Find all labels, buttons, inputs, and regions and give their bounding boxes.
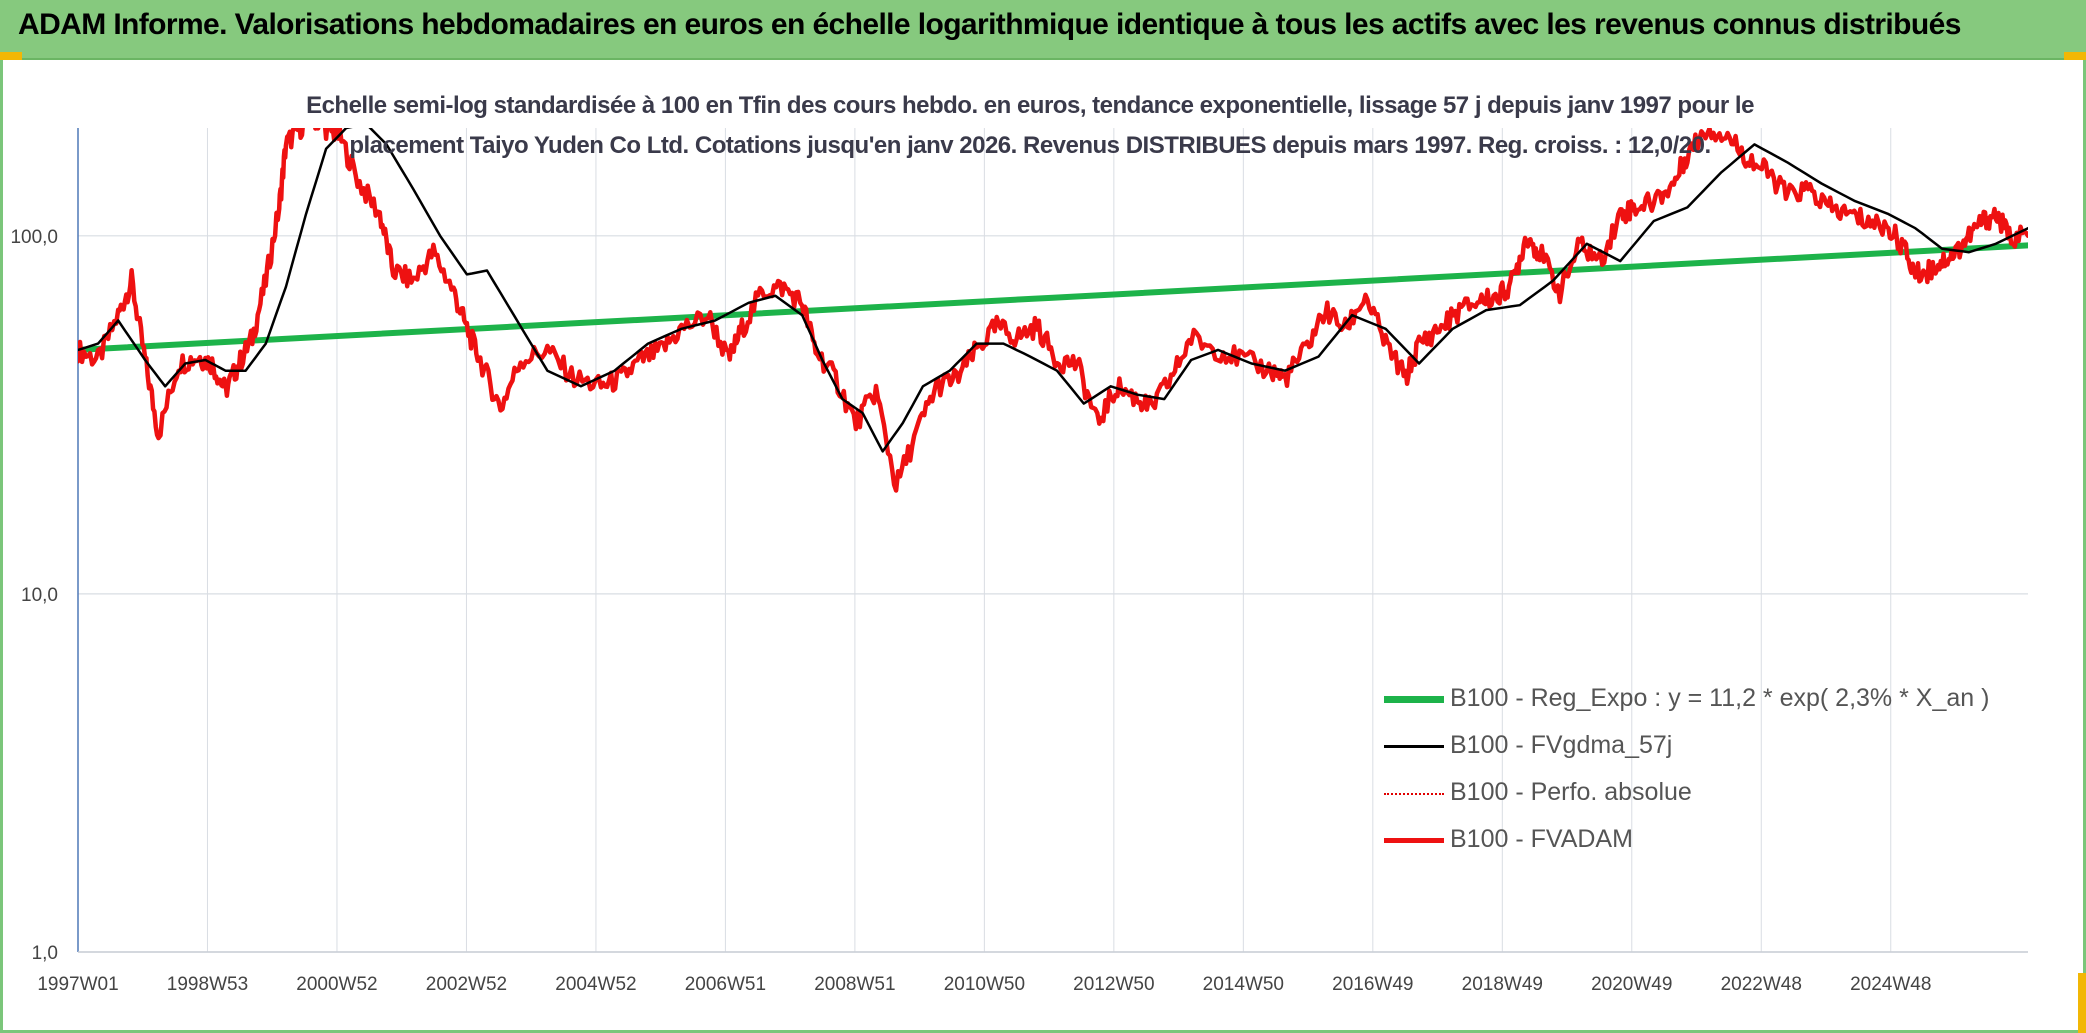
x-tick-label: 2018W49 (1462, 974, 1543, 995)
legend-swatch-perfo-absolue (1384, 793, 1444, 795)
x-tick-label: 2000W52 (296, 974, 377, 995)
corner-marker-bottom (2078, 973, 2086, 1033)
x-tick-label: 2014W50 (1203, 974, 1284, 995)
vertical-gridlines (206, 128, 1892, 952)
y-tick-label: 100,0 (10, 227, 58, 248)
series-fvadam-line (78, 128, 2028, 493)
x-tick-label: 2022W48 (1721, 974, 1802, 995)
x-tick-label: 2024W48 (1850, 974, 1931, 995)
y-tick-label: 1,0 (32, 943, 58, 964)
horizontal-gridlines (78, 235, 2028, 953)
x-tick-label: 2012W50 (1073, 974, 1154, 995)
legend-swatch-fvgdma (1384, 745, 1444, 748)
legend-label-fvadam: B100 - FVADAM (1450, 825, 1633, 853)
legend-label-perfo-absolue: B100 - Perfo. absolue (1450, 778, 1692, 806)
x-tick-label: 2010W50 (944, 974, 1025, 995)
legend-label-fvgdma: B100 - FVgdma_57j (1450, 731, 1673, 759)
x-tick-label: 2004W52 (555, 974, 636, 995)
series-layer (78, 128, 2028, 493)
x-tick-label: 1997W01 (37, 974, 118, 995)
corner-marker-right (2064, 52, 2086, 60)
y-tick-label: 10,0 (21, 585, 58, 606)
x-tick-label: 2002W52 (426, 974, 507, 995)
chart-subtitle: Echelle semi-log standardisée à 100 en T… (250, 86, 1810, 166)
series-reg-expo-line (78, 242, 2028, 353)
page-title: ADAM Informe. Valorisations hebdomadaire… (18, 8, 1961, 41)
series-fvgdma-line (78, 128, 2028, 453)
legend-label-reg-expo: B100 - Reg_Expo : y = 11,2 * exp( 2,3% *… (1450, 684, 1990, 712)
x-tick-label: 2020W49 (1591, 974, 1672, 995)
axes (77, 128, 2028, 953)
x-tick-label: 2006W51 (685, 974, 766, 995)
x-tick-label: 1998W53 (167, 974, 248, 995)
header-bar: ADAM Informe. Valorisations hebdomadaire… (0, 0, 2086, 60)
chart-subtitle-line-2: placement Taiyo Yuden Co Ltd. Cotations … (349, 132, 1711, 159)
tick-labels: 1997W01 1998W53 2000W52 2002W52 2004W52 2006W… (10, 227, 1931, 995)
corner-marker-left (0, 52, 22, 60)
chart-subtitle-line-1: Echelle semi-log standardisée à 100 en T… (306, 92, 1754, 119)
x-tick-label: 2008W51 (814, 974, 895, 995)
x-tick-label: 2016W49 (1332, 974, 1413, 995)
legend-swatch-reg-expo (1384, 696, 1444, 703)
legend-swatch-fvadam (1384, 838, 1444, 843)
